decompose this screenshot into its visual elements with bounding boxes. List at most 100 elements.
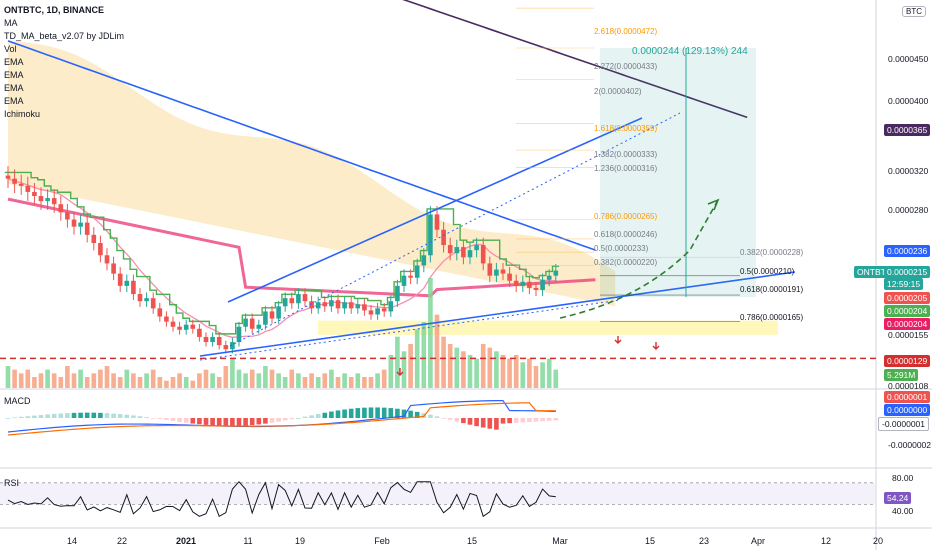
volume-bar bbox=[65, 366, 70, 388]
macd-histogram-bar bbox=[348, 408, 354, 418]
candle bbox=[335, 300, 341, 309]
legend-indicator[interactable]: EMA bbox=[4, 83, 24, 93]
macd-histogram-bar bbox=[447, 418, 453, 420]
macd-histogram-bar bbox=[401, 409, 407, 418]
volume-bar bbox=[388, 355, 394, 388]
candle bbox=[289, 298, 295, 304]
macd-histogram-bar bbox=[45, 414, 50, 418]
macd-histogram-bar bbox=[480, 418, 486, 428]
macd-histogram-bar bbox=[467, 418, 473, 425]
rsi-tag: 54.24 bbox=[884, 492, 912, 504]
fib-label: 0.618(0.0000191) bbox=[740, 285, 804, 294]
volume-bar bbox=[480, 344, 486, 388]
candle bbox=[190, 324, 196, 329]
candle bbox=[441, 229, 446, 246]
macd-axis-label: -0.0000002 bbox=[888, 440, 932, 450]
macd-histogram-bar bbox=[500, 418, 506, 424]
candle bbox=[520, 281, 526, 286]
macd-histogram-bar bbox=[124, 414, 130, 418]
macd-histogram-bar bbox=[131, 415, 136, 418]
volume-bar bbox=[5, 366, 11, 388]
volume-bar bbox=[18, 373, 24, 388]
candle bbox=[249, 318, 255, 329]
candle bbox=[296, 294, 301, 304]
fib-label: 2.618(0.0000472) bbox=[594, 27, 658, 36]
macd-histogram-bar bbox=[51, 413, 57, 418]
price-axis-label: 0.0000280 bbox=[888, 205, 929, 215]
volume-bar bbox=[203, 369, 209, 388]
macd-histogram-bar bbox=[428, 414, 433, 418]
projection-arrowhead bbox=[707, 198, 720, 211]
macd-histogram-bar bbox=[302, 416, 308, 418]
rsi-pane-label[interactable]: RSI bbox=[4, 478, 20, 488]
volume-bar bbox=[249, 369, 255, 388]
ma-line bbox=[402, 0, 748, 119]
candle bbox=[401, 275, 407, 286]
ema-price-tag: 0.0000204 bbox=[884, 318, 931, 330]
legend-indicator[interactable]: TD_MA_beta_v2.07 by JDLim bbox=[4, 31, 125, 41]
volume-bar bbox=[421, 322, 427, 388]
td-step-line bbox=[4, 171, 560, 335]
legend-indicator[interactable]: EMA bbox=[4, 96, 24, 106]
macd-histogram-bar bbox=[388, 408, 394, 418]
volume-bar bbox=[322, 373, 328, 388]
candle bbox=[395, 285, 400, 302]
legend-indicator[interactable]: Ichimoku bbox=[4, 109, 41, 119]
macd-histogram-bar bbox=[487, 418, 493, 429]
channel-upper bbox=[227, 117, 643, 303]
macd-histogram-bar bbox=[527, 418, 532, 422]
candle bbox=[197, 328, 202, 337]
volume-bar bbox=[381, 369, 387, 388]
macd-histogram-bar bbox=[461, 418, 466, 424]
volume-bar bbox=[467, 355, 473, 388]
volume-bar bbox=[25, 369, 31, 388]
candle bbox=[144, 298, 149, 302]
legend-indicator[interactable]: Vol bbox=[4, 44, 17, 54]
macd-histogram-bar bbox=[230, 418, 235, 426]
volume-bar bbox=[32, 377, 37, 388]
time-axis-label: Feb bbox=[374, 536, 390, 546]
macd-signal-tag: 0.0000000 bbox=[884, 404, 931, 416]
volume-bar bbox=[507, 358, 512, 388]
volume-bar bbox=[348, 377, 354, 388]
macd-histogram-bar bbox=[144, 417, 149, 418]
candle bbox=[223, 345, 229, 350]
candle bbox=[117, 273, 123, 286]
macd-histogram-bar bbox=[223, 418, 229, 426]
legend-indicator[interactable]: EMA bbox=[4, 57, 24, 67]
volume-bar bbox=[315, 377, 321, 388]
candle bbox=[474, 245, 479, 251]
macd-pane-label[interactable]: MACD bbox=[4, 396, 31, 406]
macd-histogram-bar bbox=[296, 417, 301, 419]
candle bbox=[38, 196, 44, 202]
candle bbox=[150, 298, 156, 309]
ema-price-tag: 0.0000205 bbox=[884, 292, 931, 304]
volume-bar bbox=[98, 369, 103, 388]
macd-histogram-bar bbox=[454, 418, 460, 422]
currency-button[interactable]: BTC bbox=[902, 6, 926, 17]
candle bbox=[487, 263, 493, 276]
volume-bar bbox=[461, 351, 466, 388]
macd-histogram-bar bbox=[210, 418, 215, 426]
candle bbox=[263, 311, 268, 325]
candle bbox=[322, 302, 328, 307]
macd-histogram-bar bbox=[342, 409, 347, 418]
candle bbox=[183, 324, 189, 330]
legend-indicator[interactable]: EMA bbox=[4, 70, 24, 80]
macd-histogram-bar bbox=[177, 418, 182, 422]
candle bbox=[381, 308, 387, 312]
volume-bar bbox=[454, 347, 460, 388]
candle bbox=[348, 302, 354, 309]
macd-histogram-bar bbox=[91, 412, 97, 418]
legend-indicator[interactable]: MA bbox=[4, 18, 18, 28]
macd-histogram-bar bbox=[263, 418, 268, 424]
rsi-band bbox=[0, 482, 876, 505]
macd-histogram-bar bbox=[18, 416, 24, 418]
candle bbox=[540, 279, 545, 290]
legend-symbol[interactable]: ONTBTC, 1D, BINANCE bbox=[4, 5, 105, 15]
candle bbox=[12, 178, 17, 184]
ema-line bbox=[7, 40, 596, 251]
macd-histogram-bar bbox=[78, 412, 83, 418]
candle bbox=[494, 269, 499, 276]
